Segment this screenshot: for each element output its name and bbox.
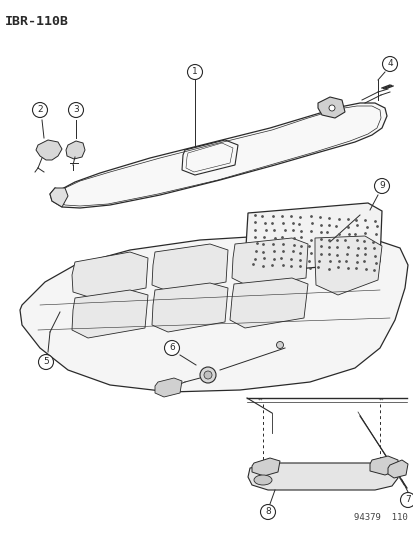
Text: 9: 9 [378, 182, 384, 190]
Circle shape [33, 102, 47, 117]
Polygon shape [369, 456, 397, 475]
Text: 2: 2 [37, 106, 43, 115]
Polygon shape [387, 460, 407, 478]
Text: 6: 6 [169, 343, 174, 352]
Circle shape [276, 342, 283, 349]
Ellipse shape [254, 475, 271, 485]
Polygon shape [72, 252, 147, 298]
Polygon shape [244, 203, 381, 272]
Circle shape [38, 354, 53, 369]
Text: **: ** [378, 398, 384, 402]
Polygon shape [247, 463, 397, 490]
Circle shape [399, 492, 413, 507]
Text: **: ** [258, 398, 263, 402]
Polygon shape [314, 236, 381, 295]
Polygon shape [36, 140, 62, 160]
Circle shape [382, 56, 396, 71]
Circle shape [199, 367, 216, 383]
Polygon shape [72, 290, 147, 338]
Circle shape [204, 371, 211, 379]
Circle shape [328, 105, 334, 111]
Text: 4: 4 [386, 60, 392, 69]
Text: 1: 1 [192, 68, 197, 77]
Text: 3: 3 [73, 106, 79, 115]
Polygon shape [152, 283, 228, 332]
Circle shape [68, 102, 83, 117]
Text: 8: 8 [264, 507, 270, 516]
Circle shape [260, 505, 275, 520]
Polygon shape [50, 188, 68, 207]
Polygon shape [317, 97, 344, 118]
Polygon shape [252, 458, 279, 476]
Polygon shape [50, 103, 386, 208]
Text: 94379  110: 94379 110 [354, 513, 407, 522]
Polygon shape [66, 141, 85, 159]
Polygon shape [20, 235, 407, 392]
Polygon shape [231, 238, 307, 286]
Circle shape [164, 341, 179, 356]
Text: 5: 5 [43, 358, 49, 367]
Polygon shape [154, 378, 182, 397]
Polygon shape [230, 278, 307, 328]
Text: 7: 7 [404, 496, 410, 505]
Polygon shape [152, 244, 228, 292]
Circle shape [374, 179, 389, 193]
Circle shape [187, 64, 202, 79]
Text: IBR-110B: IBR-110B [5, 15, 69, 28]
